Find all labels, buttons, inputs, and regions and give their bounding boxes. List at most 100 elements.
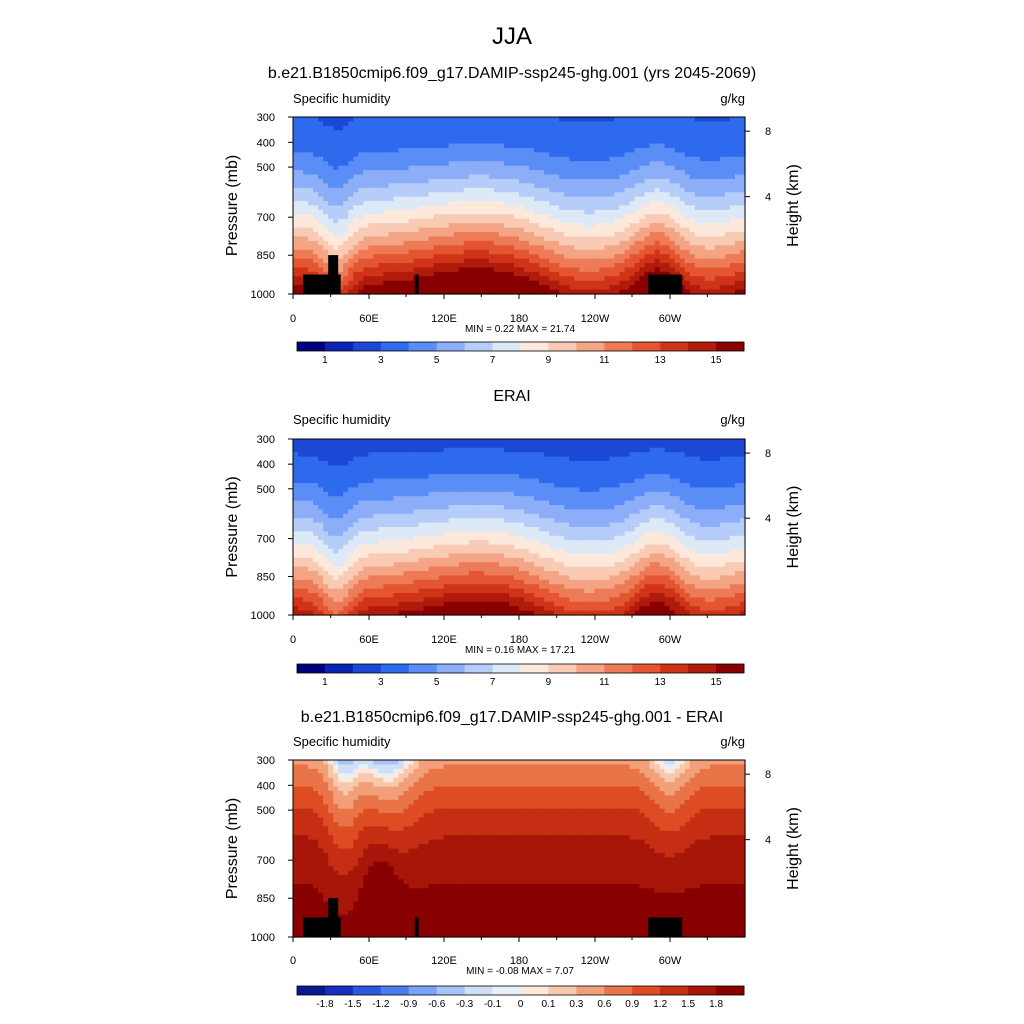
- heatmap-cell: [514, 117, 520, 122]
- heatmap-cell: [323, 201, 329, 206]
- heatmap-cell: [318, 157, 324, 162]
- heatmap-cell: [524, 152, 530, 157]
- heatmap-cell: [363, 492, 369, 497]
- heatmap-cell: [675, 232, 681, 237]
- heatmap-cell: [735, 130, 741, 135]
- heatmap-cell: [298, 470, 304, 475]
- heatmap-cell: [640, 281, 646, 286]
- heatmap-cell: [398, 214, 404, 219]
- heatmap-cell: [645, 443, 651, 448]
- heatmap-cell: [569, 461, 575, 466]
- heatmap-cell: [660, 144, 666, 149]
- heatmap-cell: [524, 166, 530, 171]
- heatmap-cell: [675, 483, 681, 488]
- heatmap-cell: [454, 219, 460, 224]
- heatmap-cell: [624, 443, 630, 448]
- heatmap-cell: [695, 139, 701, 144]
- heatmap-cell: [338, 201, 344, 206]
- heatmap-cell: [358, 223, 364, 228]
- heatmap-cell: [378, 241, 384, 246]
- heatmap-cell: [559, 121, 565, 126]
- heatmap-cell: [655, 197, 661, 202]
- heatmap-cell: [609, 236, 615, 241]
- heatmap-cell: [690, 281, 696, 286]
- heatmap-cell: [650, 443, 656, 448]
- heatmap-cell: [388, 170, 394, 175]
- heatmap-cell: [539, 267, 545, 272]
- heatmap-cell: [474, 188, 480, 193]
- heatmap-cell: [429, 121, 435, 126]
- heatmap-cell: [333, 487, 339, 492]
- heatmap-cell: [424, 465, 430, 470]
- heatmap-cell: [298, 461, 304, 466]
- heatmap-cell: [459, 214, 465, 219]
- heatmap-cell: [564, 452, 570, 457]
- heatmap-cell: [464, 267, 470, 272]
- heatmap-cell: [524, 188, 530, 193]
- heatmap-cell: [303, 144, 309, 149]
- heatmap-cell: [504, 219, 510, 224]
- heatmap-cell: [484, 148, 490, 153]
- heatmap-cell: [489, 144, 495, 149]
- heatmap-cell: [579, 259, 585, 264]
- heatmap-cell: [484, 443, 490, 448]
- heatmap-cell: [695, 443, 701, 448]
- heatmap-cell: [665, 117, 671, 122]
- heatmap-cell: [599, 139, 605, 144]
- heatmap-cell: [313, 139, 319, 144]
- heatmap-cell: [609, 452, 615, 457]
- heatmap-cell: [454, 474, 460, 479]
- heatmap-cell: [589, 439, 595, 444]
- heatmap-cell: [660, 245, 666, 250]
- heatmap-cell: [559, 214, 565, 219]
- heatmap-cell: [524, 241, 530, 246]
- heatmap-cell: [474, 135, 480, 140]
- heatmap-cell: [514, 461, 520, 466]
- heatmap-cell: [619, 245, 625, 250]
- heatmap-cell: [308, 175, 314, 180]
- heatmap-cell: [514, 241, 520, 246]
- heatmap-cell: [579, 206, 585, 211]
- heatmap-cell: [444, 161, 450, 166]
- heatmap-cell: [725, 219, 731, 224]
- heatmap-cell: [444, 206, 450, 211]
- heatmap-cell: [539, 232, 545, 237]
- heatmap-cell: [378, 492, 384, 497]
- heatmap-cell: [589, 281, 595, 286]
- heatmap-cell: [604, 223, 610, 228]
- heatmap-cell: [388, 259, 394, 264]
- heatmap-cell: [469, 281, 475, 286]
- heatmap-cell: [414, 161, 420, 166]
- heatmap-cell: [494, 183, 500, 188]
- heatmap-cell: [378, 161, 384, 166]
- heatmap-cell: [424, 443, 430, 448]
- heatmap-cell: [599, 157, 605, 162]
- heatmap-cell: [378, 126, 384, 131]
- heatmap-cell: [373, 448, 379, 453]
- heatmap-cell: [419, 228, 425, 233]
- heatmap-cell: [459, 245, 465, 250]
- heatmap-cell: [348, 148, 354, 153]
- heatmap-cell: [544, 285, 550, 290]
- heatmap-cell: [444, 254, 450, 259]
- heatmap-cell: [629, 492, 635, 497]
- heatmap-cell: [388, 228, 394, 233]
- heatmap-cell: [494, 161, 500, 166]
- heatmap-cell: [348, 144, 354, 149]
- heatmap-cell: [494, 135, 500, 140]
- heatmap-cell: [559, 139, 565, 144]
- heatmap-cell: [624, 465, 630, 470]
- heatmap-cell: [549, 139, 555, 144]
- heatmap-cell: [479, 214, 485, 219]
- heatmap-cell: [338, 192, 344, 197]
- heatmap-cell: [449, 117, 455, 122]
- heatmap-cell: [464, 483, 470, 488]
- heatmap-cell: [323, 245, 329, 250]
- heatmap-cell: [293, 210, 299, 215]
- heatmap-cell: [439, 492, 445, 497]
- heatmap-cell: [514, 183, 520, 188]
- heatmap-cell: [685, 161, 691, 166]
- heatmap-cell: [549, 276, 555, 281]
- heatmap-cell: [464, 201, 470, 206]
- heatmap-cell: [318, 448, 324, 453]
